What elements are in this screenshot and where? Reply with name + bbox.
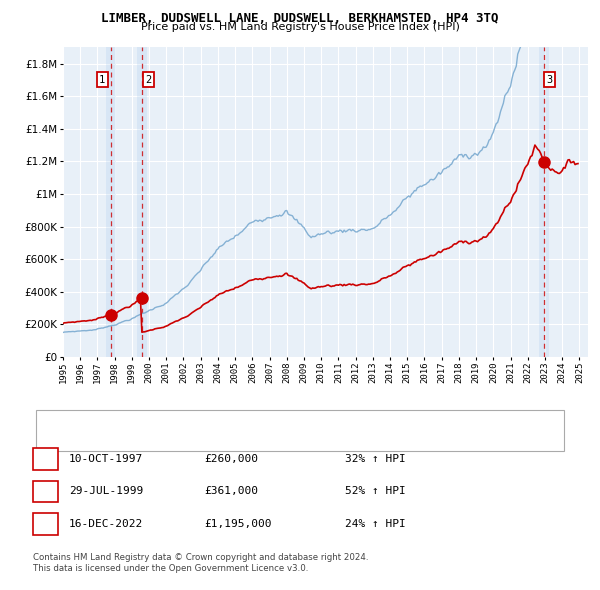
Text: 1: 1 [99, 75, 106, 85]
Bar [137, 47, 147, 357]
Text: 10-OCT-1997: 10-OCT-1997 [69, 454, 143, 464]
Text: £260,000: £260,000 [204, 454, 258, 464]
Bar [106, 47, 116, 357]
Text: 1: 1 [42, 454, 49, 464]
Text: 3: 3 [547, 75, 553, 85]
Text: HPI: Average price, detached house, Dacorum: HPI: Average price, detached house, Daco… [78, 434, 304, 443]
Text: Contains HM Land Registry data © Crown copyright and database right 2024.: Contains HM Land Registry data © Crown c… [33, 553, 368, 562]
Text: £361,000: £361,000 [204, 487, 258, 496]
Text: Price paid vs. HM Land Registry's House Price Index (HPI): Price paid vs. HM Land Registry's House … [140, 22, 460, 32]
Text: 32% ↑ HPI: 32% ↑ HPI [345, 454, 406, 464]
Bar [539, 47, 550, 357]
Text: 3: 3 [42, 519, 49, 529]
Text: LIMBER, DUDSWELL LANE, DUDSWELL, BERKHAMSTED, HP4 3TQ (detached house): LIMBER, DUDSWELL LANE, DUDSWELL, BERKHAM… [78, 416, 485, 425]
Text: 29-JUL-1999: 29-JUL-1999 [69, 487, 143, 496]
Text: 2: 2 [145, 75, 152, 85]
Text: £1,195,000: £1,195,000 [204, 519, 271, 529]
Text: 2: 2 [42, 487, 49, 496]
Text: LIMBER, DUDSWELL LANE, DUDSWELL, BERKHAMSTED, HP4 3TQ: LIMBER, DUDSWELL LANE, DUDSWELL, BERKHAM… [101, 12, 499, 25]
Text: This data is licensed under the Open Government Licence v3.0.: This data is licensed under the Open Gov… [33, 565, 308, 573]
Text: 24% ↑ HPI: 24% ↑ HPI [345, 519, 406, 529]
Text: 52% ↑ HPI: 52% ↑ HPI [345, 487, 406, 496]
Text: 16-DEC-2022: 16-DEC-2022 [69, 519, 143, 529]
